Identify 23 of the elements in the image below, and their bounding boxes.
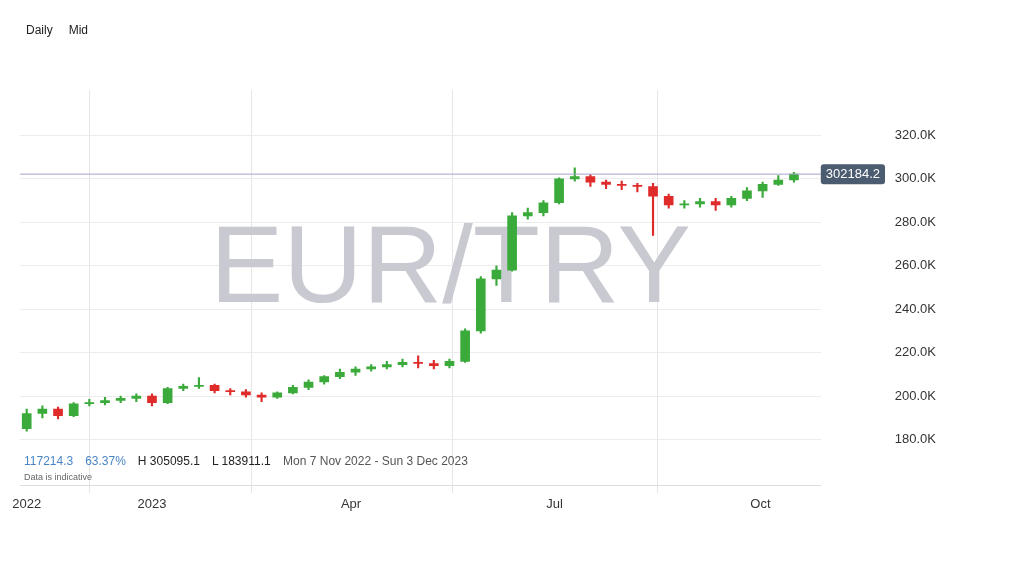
annotation: H 305095.1 [137, 453, 201, 468]
x-tick-label: Oct [750, 495, 771, 511]
x-tick-label: Jul [546, 495, 564, 511]
ref-line-label: 302184.2 [825, 165, 881, 181]
y-tick-label: 280.0K [894, 213, 937, 229]
text: Mid [68, 23, 89, 38]
x-tick-label: 2022 [12, 495, 42, 511]
candlestick [350, 366, 361, 376]
annotation: Data is indicative [24, 471, 93, 482]
x-tick-label: 2023 [137, 495, 167, 511]
annotation: 63.37% [85, 453, 127, 468]
x-tick-label: Apr [340, 495, 362, 511]
y-tick-label: 320.0K [894, 127, 937, 142]
y-tick-label: 260.0K [894, 257, 937, 273]
y-tick-label: 220.0K [894, 344, 937, 360]
annotation: Mon 7 Nov 2022 - Sun 3 Dec 2023 [283, 453, 469, 468]
annotation: 117214.3 [24, 453, 74, 468]
text: Daily [26, 23, 53, 38]
annotation: L 183911.1 [211, 453, 271, 468]
y-tick-label: 180.0K [894, 431, 937, 447]
y-tick-label: 300.0K [894, 170, 937, 186]
y-tick-label: 200.0K [894, 387, 937, 403]
y-tick-label: 240.0K [894, 300, 937, 316]
